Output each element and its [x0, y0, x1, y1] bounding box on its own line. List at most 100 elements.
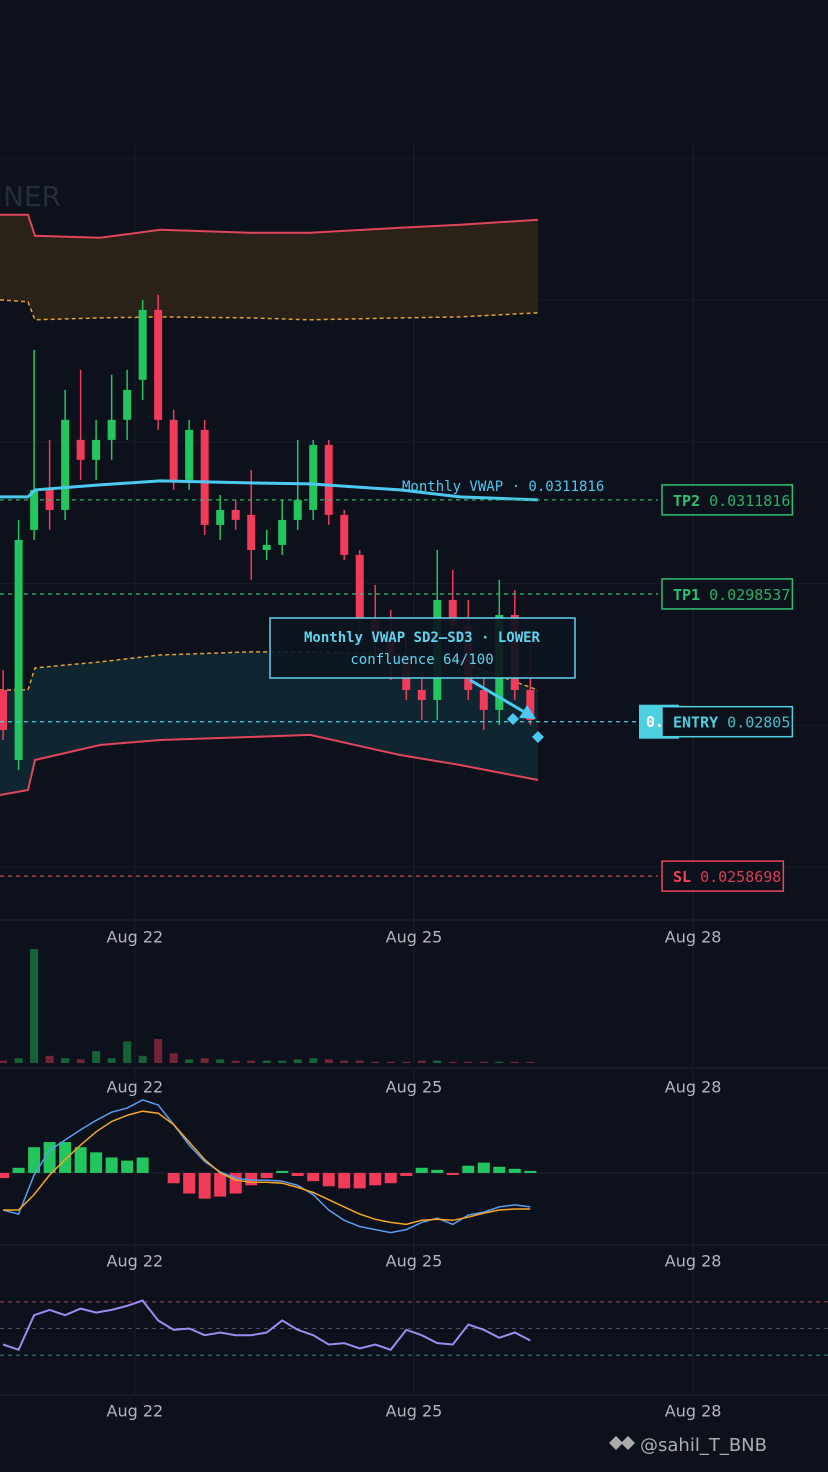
level-value: 0.0311816: [709, 491, 790, 509]
x-tick-label: Aug 28: [665, 1078, 722, 1097]
candle-body: [293, 499, 302, 520]
volume-bar: [278, 1060, 287, 1063]
histogram-bar: [446, 1172, 459, 1175]
histogram-bar: [291, 1172, 304, 1177]
volume-bar: [169, 1053, 178, 1063]
volume-bar: [464, 1061, 473, 1063]
volume-bar: [510, 1061, 519, 1063]
candle-body: [448, 599, 457, 625]
volume-bar: [61, 1058, 70, 1063]
candle-body: [340, 514, 349, 555]
annotation-text: confluence 64/100: [350, 652, 493, 668]
histogram-bar: [353, 1172, 366, 1189]
rsi-line: [2, 1299, 531, 1352]
candle-body: [138, 309, 147, 380]
vwap-line: [0, 479, 539, 502]
volume-bar: [107, 1058, 116, 1063]
histogram-bar: [214, 1172, 227, 1197]
x-tick-label: Aug 25: [386, 1078, 443, 1097]
signal-marker: [507, 713, 519, 725]
volume-bar: [92, 1051, 101, 1063]
band-line: [0, 733, 539, 796]
x-tick-label: Aug 28: [665, 1402, 722, 1421]
level-value: 0.02805: [727, 713, 790, 731]
candle-body: [154, 309, 163, 420]
volume-bar: [495, 1061, 504, 1063]
vwap-label: Monthly VWAP · 0.0311816: [402, 479, 604, 495]
level-label: TP2 0.0311816: [673, 491, 790, 509]
volume-bar: [355, 1060, 364, 1063]
candle-body: [185, 429, 194, 480]
footer-watermark: @sahil_T_BNB: [640, 1435, 767, 1456]
candle-body: [92, 439, 101, 460]
histogram-bar: [400, 1172, 413, 1177]
volume-bar: [123, 1041, 132, 1063]
candle-body: [309, 444, 318, 510]
volume-bar: [14, 1058, 23, 1063]
volume-bar: [45, 1055, 54, 1063]
candle-body: [324, 444, 333, 515]
histogram-bar: [276, 1170, 289, 1173]
signal-marker: [532, 731, 544, 743]
histogram-bar: [105, 1157, 118, 1173]
overlay-layer: Monthly VWAP · 0.0311816 TP2 0.0311816 TP1 0…: [269, 479, 794, 892]
volume-bar: [402, 1061, 411, 1063]
volume-bar: [340, 1060, 349, 1063]
candle-body: [355, 554, 364, 620]
histogram-bar: [508, 1168, 521, 1173]
annotation-title: Monthly VWAP SD2–SD3 · LOWER: [304, 630, 541, 646]
histogram-bar: [28, 1147, 41, 1173]
volume-bar: [185, 1059, 194, 1063]
level-name: TP1: [673, 585, 700, 603]
level-box: [661, 484, 794, 516]
level-box: [661, 860, 785, 892]
candle-body: [200, 429, 209, 525]
candle-body: [30, 489, 39, 530]
level-box: [661, 578, 794, 610]
panel-separators: [0, 919, 828, 1396]
x-tick-label: Aug 25: [386, 1252, 443, 1271]
candle-body: [479, 689, 488, 710]
histogram-bar: [462, 1165, 475, 1173]
candle-body: [169, 419, 178, 480]
volume-bar: [231, 1060, 240, 1063]
footer-logo: [609, 1436, 635, 1450]
histogram-bar: [431, 1169, 444, 1173]
histogram-bar: [524, 1170, 537, 1173]
x-tick-label: Aug 25: [386, 928, 443, 947]
candle-body: [107, 419, 116, 440]
x-tick-label: Aug 22: [107, 1252, 164, 1271]
histogram-bar: [307, 1172, 320, 1182]
histogram-bar: [12, 1167, 25, 1173]
candle-body: [262, 544, 271, 550]
volume-bar: [76, 1059, 85, 1063]
histogram-bar: [369, 1172, 382, 1186]
histogram-bar: [415, 1167, 428, 1173]
level-value: 0.0298537: [709, 585, 790, 603]
volume-bar: [154, 1039, 163, 1063]
x-tick-label: Aug 28: [665, 928, 722, 947]
x-tick-label: Aug 28: [665, 1252, 722, 1271]
volume-bar: [247, 1060, 256, 1063]
x-tick-label: Aug 22: [107, 1402, 164, 1421]
volume-bar: [138, 1055, 147, 1063]
volume-bar: [386, 1061, 395, 1063]
band-line: [0, 299, 539, 321]
volume-bar: [526, 1061, 535, 1063]
histogram-bar: [384, 1172, 397, 1184]
x-tick-label: Aug 22: [107, 1078, 164, 1097]
level-name: ENTRY: [673, 713, 718, 731]
candle-body: [216, 509, 225, 525]
level-value: 0.0258698: [700, 868, 781, 886]
x-tick-label: Aug 25: [386, 1402, 443, 1421]
level-label: SL 0.0258698: [673, 868, 781, 886]
label-layer: Aug 22 Aug 25 Aug 28 Aug 22 Aug 25 Aug 28 Aug …: [107, 928, 722, 1421]
histogram-bar: [477, 1162, 490, 1173]
histogram-bar: [167, 1172, 180, 1184]
histogram-bar: [74, 1147, 87, 1173]
histogram-bar: [183, 1172, 196, 1194]
volume-bar: [324, 1059, 333, 1063]
histogram-bar: [121, 1160, 134, 1173]
histogram-bar: [493, 1166, 506, 1173]
